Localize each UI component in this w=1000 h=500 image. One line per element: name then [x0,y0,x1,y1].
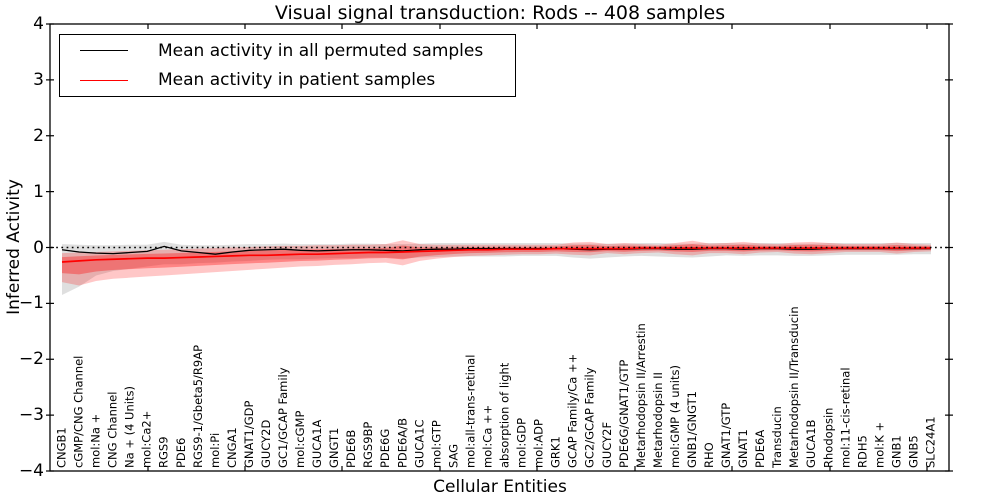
x-tick-label: RGS9 [157,436,171,468]
y-tick-label: −4 [18,461,44,481]
y-tick-label: 3 [33,69,44,90]
chart-title: Visual signal transduction: Rods -- 408 … [274,2,726,24]
x-tick-label: absorption of light [498,362,512,468]
x-tick-label: mol:GMP (4 units) [668,365,682,468]
patient-mean-line [61,247,931,263]
x-tick-label: mol:GTP [429,420,443,468]
legend-item-patient: Mean activity in patient samples [60,66,515,94]
y-tick-label: −1 [18,293,44,314]
x-tick-label: GNGT1 [327,428,341,468]
x-tick-label: CNGB1 [55,427,69,468]
x-tick-label: SLC24A1 [924,416,938,468]
legend-item-permuted: Mean activity in all permuted samples [60,37,515,65]
y-tick-label: 0 [33,237,44,258]
x-tick-label: mol:Pi [208,433,222,468]
x-tick-label: GUCA1A [310,419,324,468]
x-tick-label: GNAT1 [736,429,750,468]
x-tick-label: PDE6A [753,430,767,468]
x-tick-label: mol:Na + [89,414,103,468]
x-tick-label: RGS9BP [361,422,375,468]
x-tick-label: GNB1 [889,435,903,468]
x-tick-label: GUCY2D [259,420,273,468]
y-tick-label: −3 [18,405,44,426]
x-tick-label: GC1/GCAP Family [276,367,290,468]
x-tick-label: PDE6A/B [395,418,409,468]
x-tick-label: GNB5 [906,435,920,468]
x-tick-label: mol:Ca2+ [140,411,154,468]
x-tick-label: Metarhodopsin II/Arrestin [634,323,648,468]
x-tick-label: RDH5 [855,435,869,468]
x-tick-label: Transducin [770,406,784,469]
x-tick-label: mol:K + [872,422,886,468]
legend-label-patient: Mean activity in patient samples [158,70,436,91]
x-tick-label: GC2/GCAP Family [583,367,597,468]
x-tick-label: GUCA1B [804,419,818,468]
x-axis-label: Cellular Entities [433,477,567,497]
x-tick-label: cGMP/CNG Channel [72,356,86,468]
red-line-sample [80,79,128,81]
x-tick-label: GCAP Family/Ca ++ [566,354,580,468]
x-tick-label: CNG Channel [106,392,120,468]
legend-label-permuted: Mean activity in all permuted samples [158,40,484,61]
patient-band-inner [62,244,931,275]
x-tick-label: Rhodopsin [821,408,835,468]
y-tick-label: −2 [18,349,44,370]
x-tick-label: mol:Ca ++ [480,405,494,468]
x-tick-label: GNB1/GNGT1 [685,391,699,468]
x-tick-label: mol:ADP [532,419,546,468]
x-tick-label: mol:cGMP [293,411,307,468]
black-line-sample [80,50,128,52]
y-tick-label: 4 [33,14,44,34]
x-tick-label: GUCA1C [412,419,426,468]
x-tick-label: CNGA1 [225,427,239,468]
x-tick-label: GRK1 [549,436,563,468]
x-tick-label: mol:11-cis-retinal [838,367,852,468]
y-tick-label: 1 [33,181,44,202]
x-tick-label: PDE6 [174,438,188,468]
x-tick-label: SAG [446,444,460,468]
x-tick-label: GUCY2F [600,422,614,468]
y-tick-label: 2 [33,125,44,146]
legend: Mean activity in all permuted samples Me… [59,34,516,97]
x-tick-label: PDE6G/GNAT1/GTP [617,360,631,468]
x-tick-label: GNAT1/GTP [719,403,733,468]
x-tick-label: GNAT1/GDP [242,401,256,468]
x-tick-label: PDE6G [378,429,392,468]
patient-band-outer [62,240,931,286]
x-tick-label: Na + (4 Units) [123,386,137,468]
x-tick-label: PDE6B [344,430,358,468]
x-tick-label: RHO [702,442,716,468]
x-tick-label: mol:GDP [515,418,529,468]
x-tick-label: mol:all-trans-retinal [463,355,477,468]
x-tick-label: RGS9-1/Gbeta5/R9AP [191,345,205,468]
x-tick-label: Metarhodopsin II [651,372,665,468]
x-tick-label: Metarhodopsin II/Transducin [787,306,801,468]
